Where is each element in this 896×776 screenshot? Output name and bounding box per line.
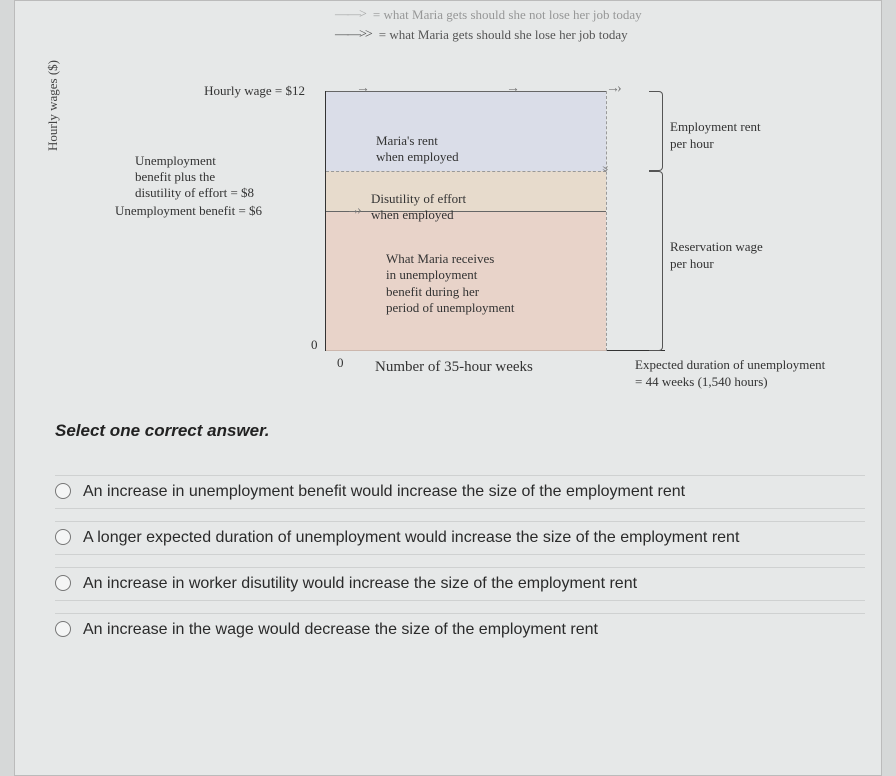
reservation-wage-brace (649, 171, 663, 351)
y-axis-label: Hourly wages ($) (45, 60, 61, 151)
dl2: when employed (371, 207, 454, 222)
ul4: period of unemployment (386, 300, 515, 315)
benefit-plus-line (326, 171, 606, 172)
ul2: in unemployment (386, 267, 477, 282)
rl2: when employed (376, 149, 459, 164)
expected-duration-line (606, 91, 607, 351)
y-origin-label: 0 (311, 337, 318, 353)
legend-row-keep-job: ——> = what Maria gets should she not los… (335, 7, 642, 23)
br1: Reservation wage (670, 239, 763, 254)
radio-icon[interactable] (55, 483, 71, 499)
x-axis-label: Number of 35-hour weeks (375, 359, 533, 376)
bp-l1: Unemployment (135, 153, 216, 168)
xr1: Expected duration of unemployment (635, 357, 825, 372)
answer-option-b[interactable]: A longer expected duration of unemployme… (55, 521, 865, 555)
wage-level-label: Hourly wage = $12 (125, 83, 305, 99)
unemp-region-label: What Maria receives in unemployment bene… (386, 251, 556, 316)
legend-text-2: = what Maria gets should she lose her jo… (379, 27, 628, 43)
dl1: Disutility of effort (371, 191, 466, 206)
chart-legend: ——> = what Maria gets should she not los… (335, 7, 642, 47)
arrow-icon: → (506, 81, 520, 97)
ul1: What Maria receives (386, 251, 494, 266)
arrow-double-icon: ——>> (335, 27, 371, 43)
expected-duration-label: Expected duration of unemployment = 44 w… (635, 357, 865, 391)
x-origin-label: 0 (337, 355, 344, 371)
xr2: = 44 weeks (1,540 hours) (635, 374, 768, 389)
br2: per hour (670, 256, 714, 271)
arrow-double-icon: →› (346, 203, 359, 219)
employment-rent-brace-label: Employment rent per hour (670, 119, 810, 153)
legend-text-1: = what Maria gets should she not lose he… (373, 7, 642, 23)
bp-l2: benefit plus the (135, 169, 215, 184)
plot-area: → → →› →› « Maria's rent when employed D… (325, 91, 665, 351)
employment-rent-chart: Hourly wages ($) Hourly wage = $12 Unemp… (75, 71, 865, 381)
bp-l3: disutility of effort = $8 (135, 185, 254, 200)
employment-rent-brace (649, 91, 663, 171)
option-text: An increase in unemployment benefit woul… (83, 480, 685, 504)
arrow-single-icon: ——> (335, 7, 365, 23)
benefit-plus-disutility-label: Unemployment benefit plus the disutility… (135, 153, 305, 201)
arrow-icon: → (356, 81, 370, 97)
radio-icon[interactable] (55, 575, 71, 591)
radio-icon[interactable] (55, 621, 71, 637)
page-container: ——> = what Maria gets should she not los… (14, 0, 882, 776)
legend-row-lose-job: ——>> = what Maria gets should she lose h… (335, 27, 642, 43)
question-prompt: Select one correct answer. (55, 421, 865, 441)
radio-icon[interactable] (55, 529, 71, 545)
benefit-level-label: Unemployment benefit = $6 (115, 203, 315, 219)
option-text: An increase in worker disutility would i… (83, 572, 637, 596)
be1: Employment rent (670, 119, 761, 134)
reservation-wage-brace-label: Reservation wage per hour (670, 239, 810, 273)
rl1: Maria's rent (376, 133, 438, 148)
disutility-region-label: Disutility of effort when employed (371, 191, 521, 224)
answer-option-d[interactable]: An increase in the wage would decrease t… (55, 613, 865, 646)
option-text: A longer expected duration of unemployme… (83, 526, 739, 550)
rent-region-label: Maria's rent when employed (376, 133, 516, 166)
ul3: benefit during her (386, 284, 479, 299)
answer-option-a[interactable]: An increase in unemployment benefit woul… (55, 475, 865, 509)
chevron-up-icon: « (598, 166, 614, 173)
question-block: Select one correct answer. An increase i… (55, 421, 865, 658)
answer-option-c[interactable]: An increase in worker disutility would i… (55, 567, 865, 601)
arrow-double-icon: →› (606, 81, 619, 97)
option-text: An increase in the wage would decrease t… (83, 618, 598, 642)
be2: per hour (670, 136, 714, 151)
